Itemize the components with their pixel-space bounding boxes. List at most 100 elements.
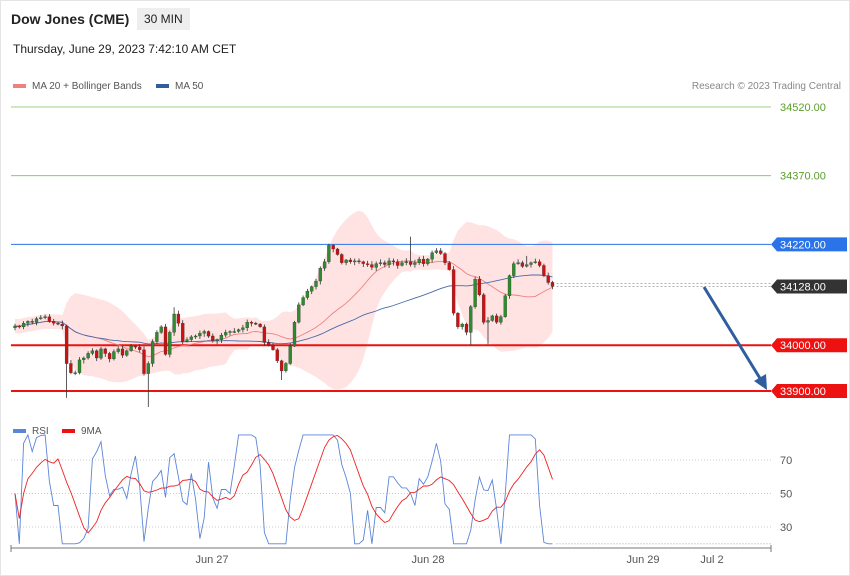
- legend-rsi-ma-label: 9MA: [81, 426, 102, 437]
- candle: [443, 252, 447, 266]
- candle-body: [82, 357, 86, 360]
- candle-body: [318, 268, 322, 282]
- candle-body: [30, 321, 34, 323]
- candle-body: [456, 312, 460, 327]
- candle: [241, 324, 245, 333]
- candle: [546, 272, 550, 285]
- forecast-arrow: [702, 286, 767, 390]
- candle-body: [451, 269, 456, 314]
- candle-body: [241, 327, 245, 330]
- candle: [107, 351, 112, 363]
- candle: [335, 247, 340, 256]
- candle-body: [163, 326, 168, 355]
- rsi-panel: 70 50 30: [11, 433, 792, 545]
- rsi-ma-swatch-icon: [62, 429, 75, 434]
- candle: [494, 313, 499, 324]
- candle-body: [275, 349, 279, 361]
- candle: [77, 357, 82, 375]
- candle: [451, 266, 456, 316]
- candle-body: [133, 345, 138, 348]
- instrument-title: Dow Jones (CME): [11, 11, 130, 27]
- rsi-tick-70: 70: [780, 455, 792, 467]
- candle: [185, 337, 189, 343]
- candle-body: [64, 325, 69, 364]
- level-label-34128: 34128.00: [780, 282, 826, 294]
- candle-body: [228, 331, 232, 333]
- candle-body: [142, 349, 146, 374]
- level-label-34520: 34520.00: [780, 102, 826, 114]
- candle: [327, 243, 331, 264]
- candle: [292, 320, 297, 347]
- candle: [400, 260, 404, 267]
- copyright-notice: Research © 2023 Trading Central: [691, 81, 841, 92]
- candle: [228, 330, 232, 336]
- candle: [391, 258, 396, 266]
- candle-body: [224, 332, 228, 336]
- candle-body: [103, 348, 107, 354]
- candle: [396, 259, 400, 269]
- candle: [64, 324, 69, 398]
- candle: [322, 258, 327, 271]
- candle-body: [297, 304, 301, 323]
- candle-body: [86, 353, 90, 359]
- candle: [163, 323, 168, 356]
- candle: [482, 292, 486, 325]
- candle: [125, 349, 129, 357]
- candle: [189, 335, 193, 342]
- candle-body: [550, 282, 555, 287]
- candle-body: [404, 261, 408, 263]
- candles: [13, 236, 555, 407]
- candle-body: [215, 339, 219, 341]
- candle: [155, 330, 159, 344]
- candle: [301, 295, 305, 307]
- candle-body: [348, 259, 353, 262]
- candle-body: [464, 323, 469, 333]
- candle: [138, 344, 142, 353]
- candle: [550, 280, 555, 290]
- candle: [232, 328, 236, 334]
- legend-rsi: RSI: [13, 426, 49, 437]
- price-level-labels: 34520.00 34370.00 34220.00 34128.00 34000.00…: [771, 102, 847, 398]
- candle-body: [374, 263, 378, 268]
- legend-ma50-label: MA 50: [175, 81, 204, 92]
- candle-body: [340, 254, 344, 263]
- candle: [279, 359, 284, 380]
- candle: [69, 360, 73, 375]
- candle: [21, 321, 26, 330]
- candle-body: [172, 313, 176, 333]
- candle-body: [516, 262, 520, 264]
- candle-body: [129, 345, 133, 351]
- candle: [434, 248, 439, 254]
- candle: [262, 324, 267, 346]
- candle: [73, 370, 77, 376]
- candle: [129, 344, 133, 352]
- candle: [142, 346, 146, 376]
- candle: [310, 285, 314, 295]
- candle: [447, 261, 451, 271]
- candle-body: [279, 360, 284, 372]
- candle: [224, 329, 228, 338]
- candle: [103, 347, 107, 357]
- candle: [43, 314, 47, 320]
- candle: [215, 338, 219, 345]
- x-tick-label: Jun 29: [626, 554, 659, 566]
- candle: [288, 343, 292, 365]
- candle-body: [322, 261, 327, 269]
- candle: [499, 314, 503, 325]
- candle: [34, 316, 39, 326]
- candle-body: [361, 261, 365, 264]
- candle-body: [357, 260, 361, 263]
- candle-body: [542, 265, 546, 276]
- candle: [421, 255, 426, 267]
- candle-body: [125, 350, 129, 356]
- candle: [512, 261, 516, 278]
- candle: [52, 318, 56, 326]
- timeframe-badge[interactable]: 30 MIN: [137, 8, 190, 30]
- candle-body: [95, 350, 99, 359]
- candle: [181, 320, 185, 345]
- candle-body: [292, 322, 297, 347]
- candle: [383, 260, 387, 268]
- candle-body: [434, 250, 439, 253]
- candle: [378, 259, 383, 266]
- legend-ma20-label: MA 20 + Bollinger Bands: [32, 81, 142, 92]
